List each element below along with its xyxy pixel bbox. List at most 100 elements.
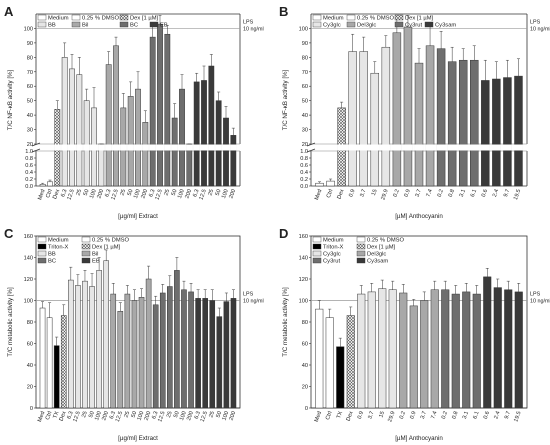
bar-break-gap: [120, 144, 127, 151]
bar: [53, 345, 60, 409]
bar: [388, 289, 397, 409]
legend-label: Cy3rut: [323, 259, 340, 265]
bar: [149, 36, 156, 187]
x-tick-label: 0.8: [448, 189, 456, 198]
y-tick-label: 40: [302, 113, 308, 119]
y-tick-label: 0.8: [25, 156, 33, 162]
x-tick-label: 6.3: [60, 189, 68, 198]
bar: [420, 300, 429, 409]
bar: [82, 280, 88, 409]
x-tick-label: 12.5: [111, 189, 120, 201]
bar: [381, 46, 391, 187]
bar: [215, 100, 222, 187]
legend-swatch: [356, 250, 366, 257]
legend-label: Dex [1 µM]: [92, 245, 121, 251]
x-tick-label: 3.7: [367, 411, 375, 420]
bar: [47, 181, 53, 187]
bar: [142, 122, 149, 187]
bar: [462, 291, 471, 409]
legend-label: BC: [48, 259, 56, 265]
bar: [425, 45, 435, 187]
y-axis-label: T/C NF-κB activity [%]: [7, 69, 14, 130]
legend-swatch: [37, 14, 47, 21]
x-tick-label: 6.3: [104, 189, 112, 198]
x-tick-label: 12.5: [199, 189, 208, 201]
x-tick-label: 25: [81, 411, 89, 419]
bar: [367, 291, 376, 409]
panel-letter: B: [279, 4, 288, 19]
y-tick-label: 80: [302, 320, 308, 326]
bar: [75, 285, 81, 409]
bar: [83, 100, 90, 187]
bar-break-gap: [414, 144, 424, 151]
x-tick-label: 0.6: [483, 411, 491, 420]
y-tick-label: 0.0: [300, 184, 308, 190]
y-tick-label: 20: [27, 142, 33, 148]
legend-swatch: [37, 21, 47, 28]
x-tick-label: 100: [221, 189, 230, 200]
legend-label: Bil: [92, 252, 98, 258]
x-tick-label: Ctrl: [325, 411, 334, 421]
legend-label: Triton-X: [323, 245, 344, 251]
legend-label: 0.25 % DMSO: [357, 16, 395, 22]
chart-panel-b: B20304050607080901000.00.20.40.60.81.0T/…: [279, 4, 550, 220]
bar-break-gap: [171, 144, 178, 151]
x-tick-label: 3.1: [462, 411, 470, 420]
x-tick-label: 200: [228, 189, 237, 200]
x-tick-label: 100: [179, 411, 188, 422]
y-tick-label: 0.0: [25, 184, 33, 190]
y-axis-label: T/C metabolic activity [%]: [282, 287, 289, 357]
x-tick-label: 50: [171, 189, 179, 197]
bar-break-gap: [208, 144, 215, 151]
legend-label: Dex [1 µM]: [405, 16, 434, 22]
bar: [171, 117, 178, 187]
legend-label: Bil: [82, 23, 88, 29]
bar: [61, 57, 68, 187]
bar: [89, 286, 95, 409]
legend-swatch: [424, 21, 434, 28]
x-tick-label: 7.4: [426, 189, 434, 198]
chart-panel-d: D 0 20 40 60 80 100 120 140 160 T/C metabolic acti…: [279, 226, 550, 442]
bar-break-gap: [54, 144, 61, 151]
bar-break-gap: [164, 144, 171, 151]
bar-break-gap: [392, 144, 402, 151]
y-tick-label: 0.6: [25, 163, 33, 169]
legend-label: Cy3sam: [367, 259, 388, 265]
bar: [392, 32, 402, 187]
x-tick-label: 25: [207, 189, 215, 197]
bar: [138, 297, 145, 409]
legend-label: BB: [48, 252, 56, 258]
x-tick-label: 0.9: [409, 411, 417, 420]
bar: [483, 276, 492, 409]
y-tick-label: 1.0: [25, 149, 33, 155]
bar: [503, 77, 512, 187]
x-tick-label: 6.3: [109, 411, 117, 420]
bar-break-gap: [458, 144, 468, 151]
bar-break-gap: [200, 144, 208, 151]
y-tick-label: 160: [24, 234, 33, 240]
bar: [105, 64, 112, 187]
legend-swatch: [81, 257, 91, 264]
bar: [326, 180, 335, 187]
legend-label: Cy3rut: [405, 23, 422, 29]
legend-swatch: [356, 236, 366, 243]
x-tick-label: 100: [177, 189, 186, 200]
legend-swatch: [312, 257, 322, 264]
legend: Medium 0.25 % DMSO Triton-X Dex [1 µM] BB Bil…: [37, 236, 130, 265]
bar: [145, 278, 152, 409]
bar-break-gap: [230, 144, 237, 151]
x-tick-label: 6.3: [151, 411, 159, 420]
y-tick-label: 40: [302, 363, 308, 369]
bar: [60, 315, 67, 409]
panel-letter: A: [4, 4, 14, 19]
y-tick-label: 0.6: [300, 163, 308, 169]
x-tick-label: 0.9: [404, 189, 412, 198]
x-tick-label: Med: [314, 189, 323, 201]
x-tick-label: 12.5: [157, 411, 166, 423]
bar: [514, 75, 523, 187]
bar-break-gap: [127, 144, 134, 151]
legend-swatch: [312, 14, 322, 21]
bar: [124, 293, 131, 409]
